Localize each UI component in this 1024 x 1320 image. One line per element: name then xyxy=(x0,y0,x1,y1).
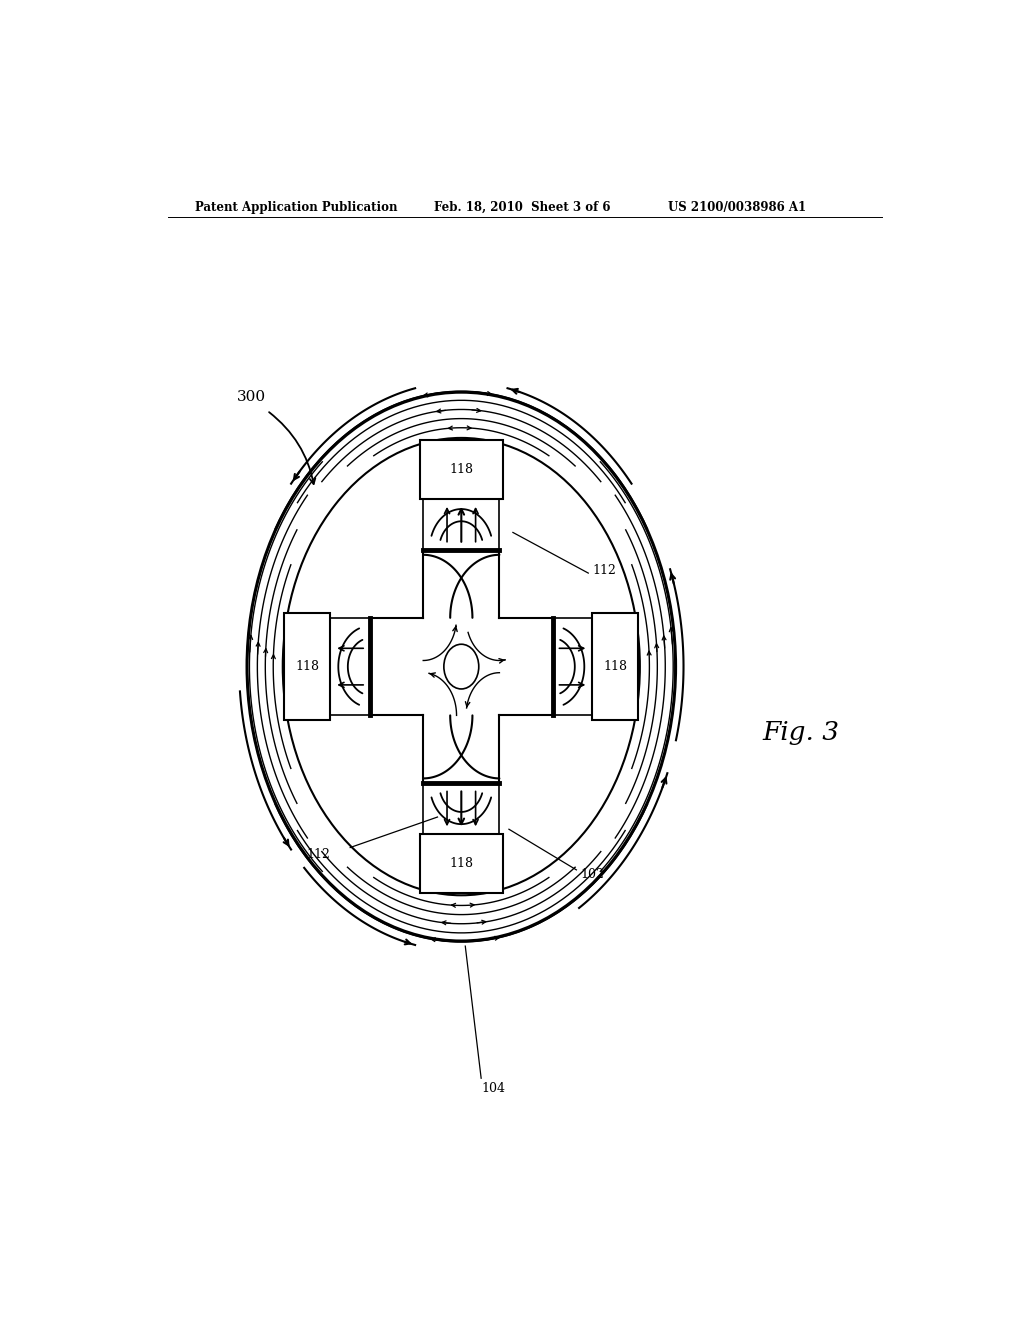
Text: 104: 104 xyxy=(481,1082,505,1094)
Bar xyxy=(592,614,638,719)
Text: Fig. 3: Fig. 3 xyxy=(763,721,840,746)
Text: 112: 112 xyxy=(306,849,331,861)
Text: 118: 118 xyxy=(450,463,473,477)
Text: 118: 118 xyxy=(295,660,319,673)
Text: Patent Application Publication: Patent Application Publication xyxy=(196,201,398,214)
Text: 118: 118 xyxy=(603,660,628,673)
Bar xyxy=(420,834,503,894)
Text: 118: 118 xyxy=(450,857,473,870)
Text: 300: 300 xyxy=(237,391,265,404)
Text: 112: 112 xyxy=(592,564,616,577)
Text: 102: 102 xyxy=(581,869,604,882)
Bar xyxy=(420,440,503,499)
Text: Feb. 18, 2010  Sheet 3 of 6: Feb. 18, 2010 Sheet 3 of 6 xyxy=(433,201,610,214)
Text: US 2100/0038986 A1: US 2100/0038986 A1 xyxy=(668,201,806,214)
Bar xyxy=(285,614,331,719)
